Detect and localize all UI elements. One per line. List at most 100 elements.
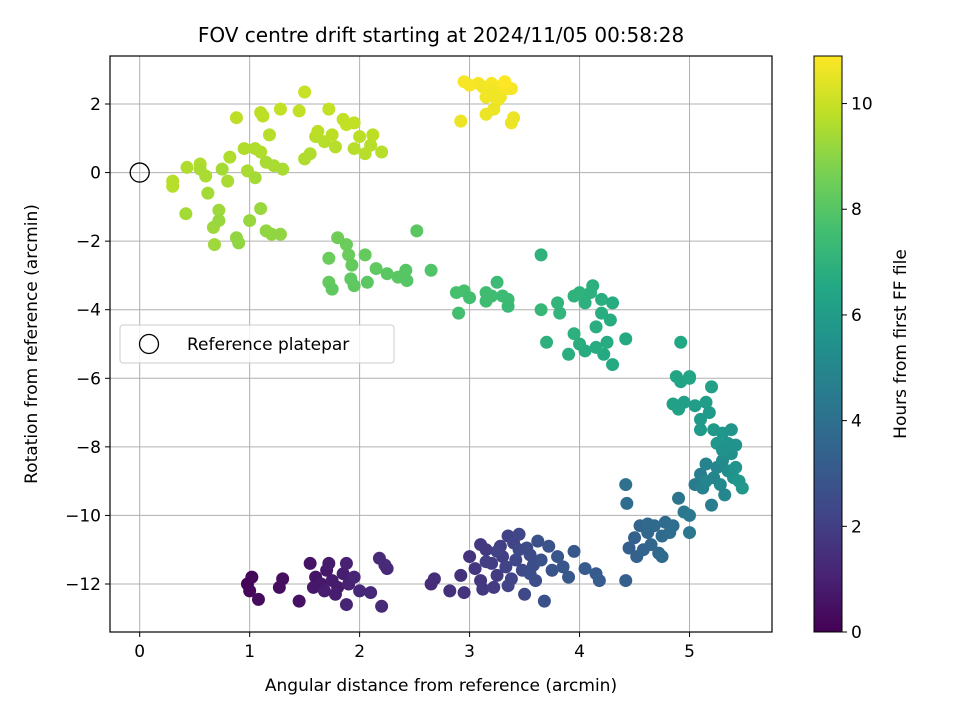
data-point bbox=[254, 202, 268, 216]
data-point bbox=[339, 598, 353, 612]
data-point bbox=[578, 344, 592, 358]
y-tick-label: 0 bbox=[90, 164, 101, 184]
colorbar-tick-label: 8 bbox=[851, 200, 862, 220]
data-point bbox=[542, 539, 556, 553]
data-point bbox=[600, 335, 614, 349]
data-point bbox=[493, 90, 507, 104]
data-point bbox=[641, 517, 655, 531]
data-point bbox=[339, 556, 353, 570]
data-point bbox=[212, 214, 226, 228]
data-point bbox=[229, 111, 243, 125]
data-point bbox=[485, 289, 499, 303]
data-point bbox=[534, 248, 548, 262]
data-point bbox=[303, 556, 317, 570]
data-point bbox=[595, 292, 609, 306]
data-point bbox=[306, 580, 320, 594]
data-point bbox=[487, 580, 501, 594]
data-point bbox=[463, 550, 477, 564]
data-point bbox=[273, 102, 287, 116]
data-point bbox=[619, 332, 633, 346]
data-point bbox=[207, 238, 221, 252]
data-point bbox=[166, 179, 180, 193]
data-point bbox=[556, 560, 570, 574]
data-point bbox=[578, 296, 592, 310]
data-point bbox=[567, 327, 581, 341]
colorbar-tick-label: 10 bbox=[851, 95, 873, 115]
reference-marker-layer bbox=[129, 162, 150, 183]
colorbar-tick-label: 6 bbox=[851, 306, 862, 326]
data-point bbox=[551, 550, 565, 564]
data-point bbox=[567, 544, 581, 558]
x-tick-label: 3 bbox=[464, 642, 475, 662]
y-tick-label: −10 bbox=[65, 506, 101, 526]
data-point bbox=[498, 75, 512, 89]
data-point bbox=[620, 496, 634, 510]
data-point bbox=[512, 527, 526, 541]
data-point bbox=[622, 541, 636, 555]
data-point bbox=[586, 279, 600, 293]
y-tick-label: −12 bbox=[65, 575, 101, 595]
data-point bbox=[232, 236, 246, 250]
data-point bbox=[523, 567, 537, 581]
data-point bbox=[735, 481, 749, 495]
data-point bbox=[499, 560, 513, 574]
data-point bbox=[595, 306, 609, 320]
data-point bbox=[212, 203, 226, 217]
y-tick-label: −4 bbox=[76, 301, 101, 321]
data-point bbox=[501, 579, 515, 593]
data-point bbox=[628, 531, 642, 545]
data-point bbox=[245, 570, 259, 584]
data-point bbox=[512, 543, 526, 557]
data-point bbox=[603, 313, 617, 327]
data-point bbox=[410, 224, 424, 238]
data-point bbox=[358, 248, 372, 262]
data-point bbox=[545, 563, 559, 577]
data-point bbox=[375, 599, 389, 613]
data-point bbox=[347, 279, 361, 293]
data-point bbox=[540, 335, 554, 349]
data-point bbox=[501, 299, 515, 313]
data-point bbox=[364, 138, 378, 152]
data-point bbox=[474, 538, 488, 552]
data-point bbox=[523, 548, 537, 562]
x-tick-label: 1 bbox=[244, 642, 255, 662]
data-point bbox=[537, 594, 551, 608]
data-point bbox=[322, 556, 336, 570]
data-point bbox=[254, 145, 268, 159]
data-point bbox=[705, 380, 719, 394]
data-point bbox=[729, 460, 743, 474]
data-point bbox=[322, 251, 336, 265]
data-point bbox=[400, 274, 414, 288]
data-point bbox=[699, 457, 713, 471]
y-tick-label: 2 bbox=[90, 95, 101, 115]
data-point bbox=[454, 114, 468, 128]
data-point bbox=[490, 568, 504, 582]
data-point bbox=[180, 160, 194, 174]
data-point bbox=[452, 306, 466, 320]
y-tick-label: −2 bbox=[76, 232, 101, 252]
data-point bbox=[331, 231, 345, 245]
data-point bbox=[256, 109, 270, 123]
data-point bbox=[328, 587, 342, 601]
data-point bbox=[215, 162, 229, 176]
y-axis-title: Rotation from reference (arcmin) bbox=[22, 204, 42, 484]
data-point bbox=[339, 238, 353, 252]
data-point bbox=[551, 296, 565, 310]
data-point bbox=[353, 584, 367, 598]
data-point bbox=[672, 491, 686, 505]
data-point bbox=[724, 423, 738, 437]
data-point bbox=[606, 358, 620, 372]
data-point bbox=[262, 128, 276, 142]
data-point bbox=[201, 186, 215, 200]
data-point bbox=[375, 145, 389, 159]
data-point bbox=[366, 128, 380, 142]
colorbar-tick-label: 4 bbox=[851, 412, 862, 432]
data-point bbox=[251, 592, 265, 606]
data-point bbox=[487, 102, 501, 116]
data-point bbox=[276, 162, 290, 176]
data-point bbox=[347, 570, 361, 584]
data-point bbox=[490, 544, 504, 558]
data-point bbox=[317, 584, 331, 598]
data-point bbox=[694, 423, 708, 437]
